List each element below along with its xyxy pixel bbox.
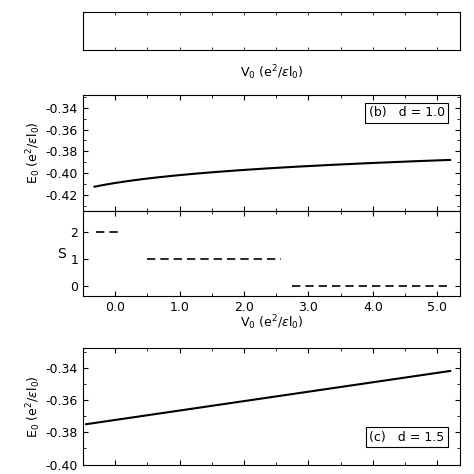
Text: (b)   d = 1.0: (b) d = 1.0	[369, 106, 445, 119]
Y-axis label: E$_0$ (e$^2$/$\varepsilon$l$_0$): E$_0$ (e$^2$/$\varepsilon$l$_0$)	[24, 121, 43, 184]
Text: (c)   d = 1.5: (c) d = 1.5	[369, 430, 445, 444]
Text: V$_0$ (e$^2$/$\varepsilon$l$_0$): V$_0$ (e$^2$/$\varepsilon$l$_0$)	[240, 63, 303, 82]
Text: V$_0$ (e$^2$/$\varepsilon$l$_0$): V$_0$ (e$^2$/$\varepsilon$l$_0$)	[240, 313, 303, 332]
Y-axis label: E$_0$ (e$^2$/$\varepsilon$l$_0$): E$_0$ (e$^2$/$\varepsilon$l$_0$)	[24, 375, 43, 438]
Y-axis label: S: S	[57, 246, 66, 261]
